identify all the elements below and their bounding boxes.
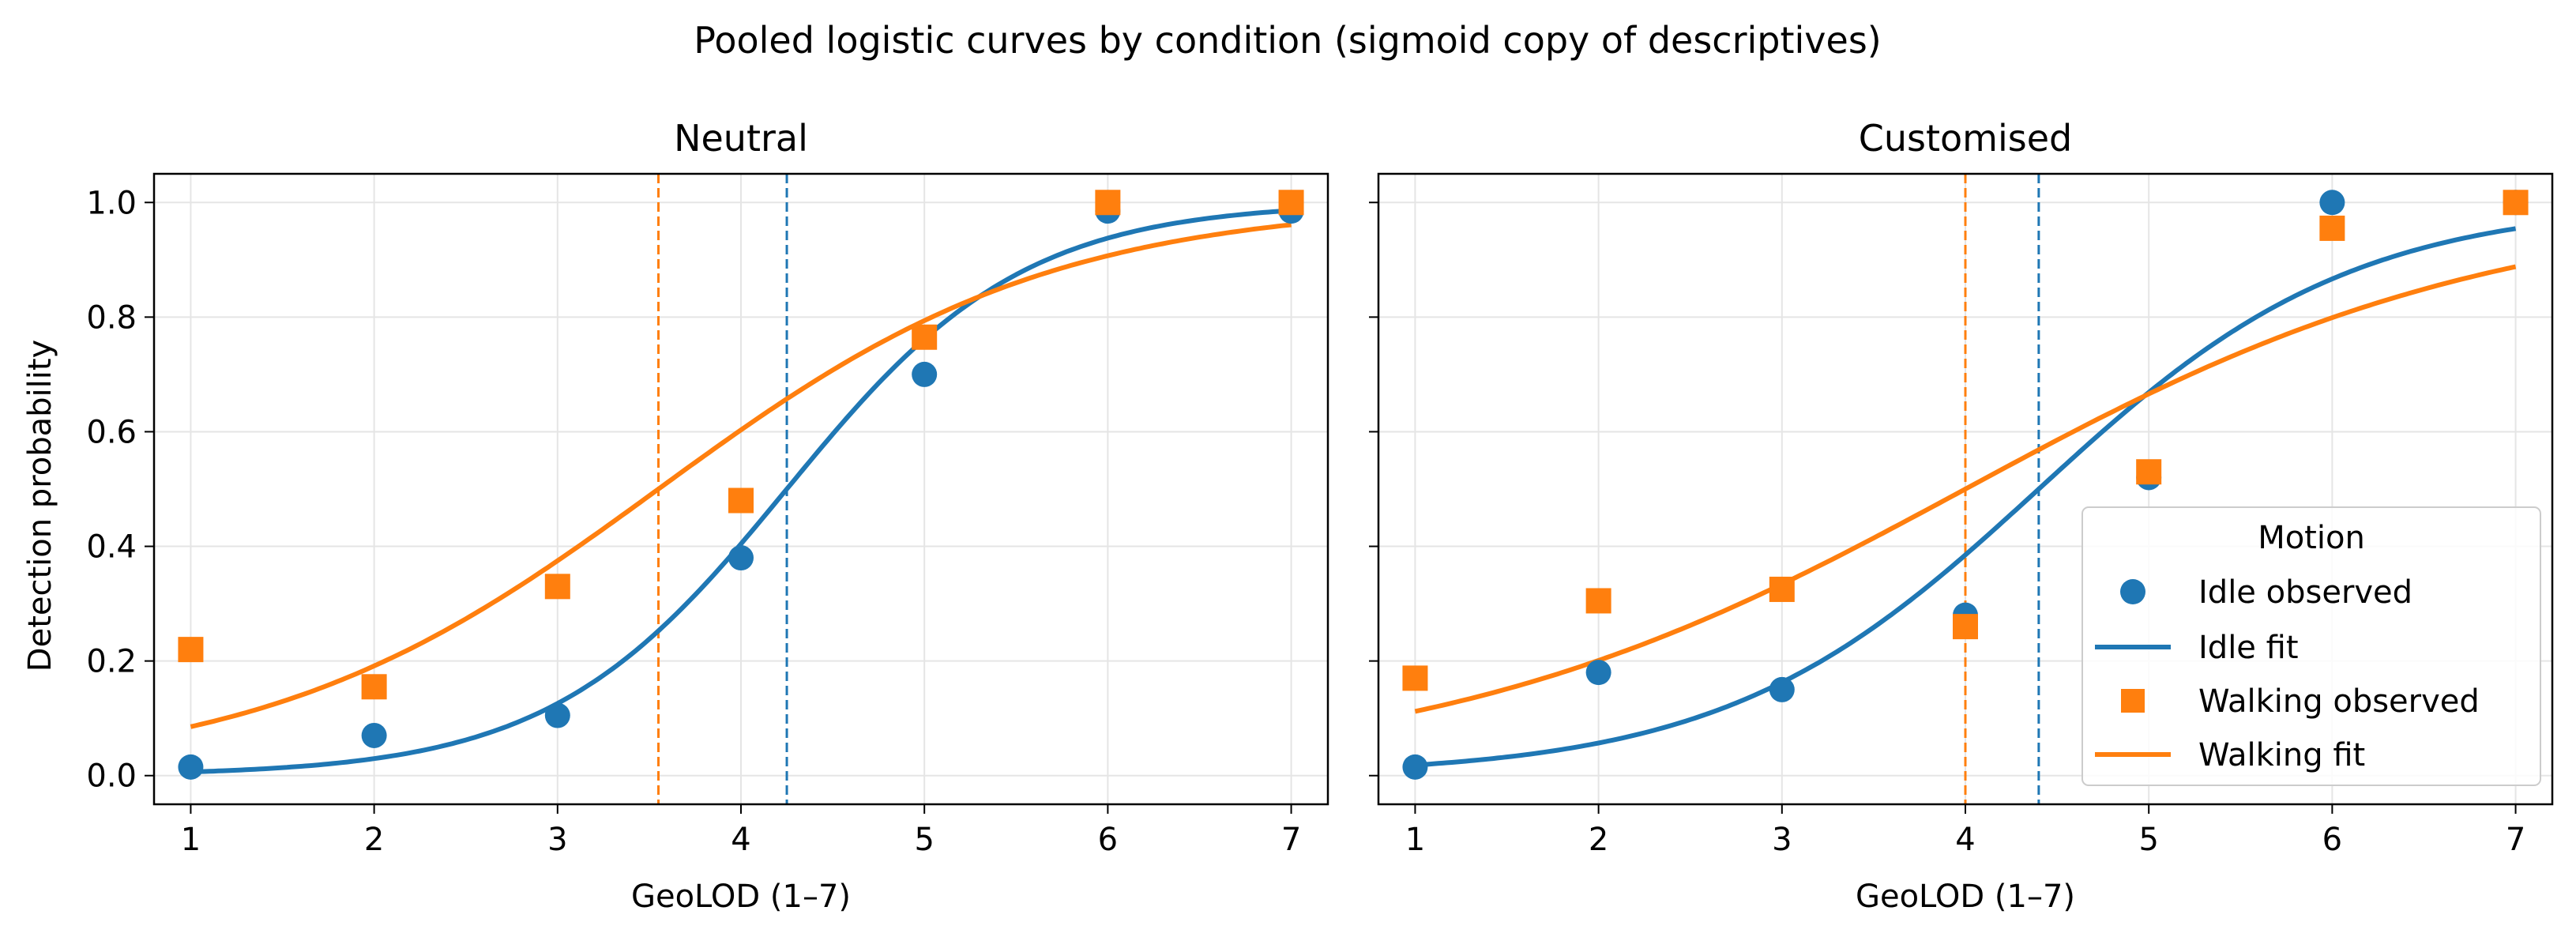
legend-label: Idle observed bbox=[2198, 574, 2412, 611]
y-tick-label: 1.0 bbox=[86, 185, 137, 221]
legend-box bbox=[2081, 506, 2541, 786]
data-point bbox=[1585, 588, 1611, 614]
data-point bbox=[2319, 190, 2345, 216]
data-point bbox=[361, 722, 387, 748]
y-axis-ticks: 0.0 0.2 0.4 0.6 0.8 1.0 bbox=[86, 185, 154, 795]
x-tick-label: 6 bbox=[2322, 822, 2342, 858]
x-axis-ticks: 1 2 3 4 5 6 7 bbox=[1405, 804, 2525, 858]
data-point bbox=[361, 674, 387, 700]
x-tick-label: 2 bbox=[1589, 822, 1608, 858]
data-point bbox=[178, 754, 204, 780]
fit-curve bbox=[190, 208, 1292, 774]
legend-entry-walking-fit: Walking fit bbox=[2095, 737, 2365, 773]
figure-title: Pooled logistic curves by condition (sig… bbox=[694, 19, 1882, 62]
data-point bbox=[728, 487, 754, 514]
data-point bbox=[178, 637, 204, 663]
legend-title: Motion bbox=[2258, 520, 2365, 556]
fit-curve bbox=[190, 222, 1292, 729]
data-point bbox=[1585, 660, 1611, 686]
x-tick-label: 2 bbox=[364, 822, 384, 858]
y-tick-label: 0.2 bbox=[86, 644, 137, 680]
x-axis-ticks: 1 2 3 4 5 6 7 bbox=[181, 804, 1301, 858]
data-point bbox=[912, 361, 938, 387]
data-point bbox=[1402, 754, 1428, 780]
legend-entry-idle-fit: Idle fit bbox=[2095, 630, 2299, 666]
x-tick-label: 7 bbox=[2506, 822, 2525, 858]
x-tick-label: 3 bbox=[547, 822, 567, 858]
x-tick-label: 6 bbox=[1098, 822, 1118, 858]
fit-curve bbox=[1415, 226, 2517, 768]
x-tick-label: 3 bbox=[1772, 822, 1792, 858]
x-tick-label: 1 bbox=[1405, 822, 1425, 858]
x-tick-label: 4 bbox=[731, 822, 750, 858]
data-point bbox=[728, 545, 754, 571]
legend-label: Walking fit bbox=[2198, 737, 2365, 773]
observed-points bbox=[178, 190, 1304, 780]
observed-points bbox=[1402, 190, 2529, 780]
data-point bbox=[2503, 190, 2529, 216]
y-tick-label: 0.0 bbox=[86, 758, 137, 795]
legend-label: Walking observed bbox=[2198, 683, 2480, 720]
legend: Motion Idle observed Idle fit Walking ob… bbox=[2081, 506, 2541, 786]
panel-neutral: Neutral 1 2 3 4 5 6 7 0.0 0.2 0.4 0.6 0.8 1.0 GeoLO… bbox=[86, 117, 1329, 915]
data-point bbox=[1278, 190, 1304, 216]
y-axis-ticks bbox=[1369, 201, 1378, 777]
x-axis-label: GeoLOD (1–7) bbox=[631, 879, 851, 915]
data-point bbox=[912, 324, 938, 350]
data-point bbox=[1402, 665, 1428, 691]
data-point bbox=[2319, 215, 2345, 241]
legend-entry-walking-observed: Walking observed bbox=[2121, 683, 2480, 720]
data-point bbox=[2136, 459, 2162, 485]
x-tick-label: 1 bbox=[181, 822, 201, 858]
data-point bbox=[1769, 676, 1795, 702]
panel-title: Neutral bbox=[674, 117, 808, 160]
legend-square-marker bbox=[2121, 689, 2145, 713]
y-tick-label: 0.8 bbox=[86, 299, 137, 336]
data-point bbox=[1769, 576, 1795, 602]
y-tick-label: 0.6 bbox=[86, 414, 137, 450]
fit-curves bbox=[190, 208, 1292, 774]
legend-entry-idle-observed: Idle observed bbox=[2120, 574, 2412, 611]
legend-circle-marker bbox=[2120, 579, 2145, 604]
x-tick-label: 7 bbox=[1281, 822, 1301, 858]
y-tick-label: 0.4 bbox=[86, 529, 137, 566]
y-axis-label: Detection probability bbox=[22, 340, 58, 672]
data-point bbox=[1953, 614, 1978, 640]
panel-title: Customised bbox=[1859, 117, 2072, 160]
data-point bbox=[544, 574, 570, 600]
x-tick-label: 4 bbox=[1955, 822, 1975, 858]
x-axis-label: GeoLOD (1–7) bbox=[1856, 879, 2075, 915]
data-point bbox=[544, 702, 570, 728]
x-tick-label: 5 bbox=[914, 822, 934, 858]
data-point bbox=[1095, 190, 1121, 216]
x-tick-label: 5 bbox=[2138, 822, 2158, 858]
legend-label: Idle fit bbox=[2198, 630, 2299, 666]
